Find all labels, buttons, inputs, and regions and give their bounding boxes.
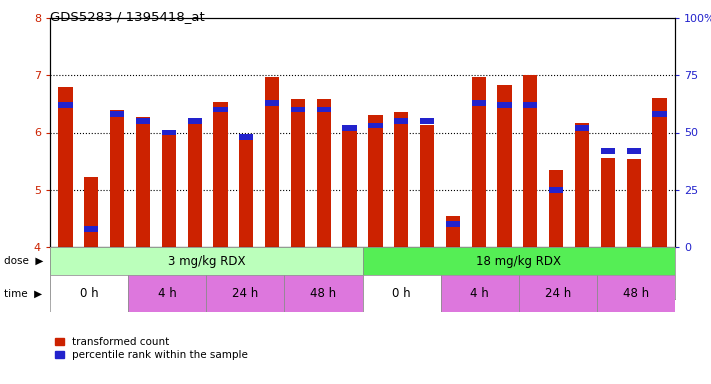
Bar [58,87,73,247]
Bar [284,275,363,312]
Bar [343,125,357,131]
Text: 3 mg/kg RDX: 3 mg/kg RDX [168,255,245,268]
Bar [523,102,538,108]
Bar [291,99,305,247]
Bar [161,135,176,247]
Bar [58,102,73,108]
Bar [471,100,486,106]
Bar [394,118,408,124]
Bar [136,118,150,124]
Bar [213,102,228,247]
Bar [653,98,667,247]
Text: 0 h: 0 h [392,287,411,300]
Bar [441,275,519,312]
Bar [519,275,597,312]
Bar [601,148,615,154]
Bar [136,117,150,247]
Bar [575,123,589,247]
Bar [368,123,383,129]
Bar [239,134,253,140]
Bar [363,247,675,275]
Bar [446,215,460,247]
Bar [523,75,538,247]
Bar [188,118,202,124]
Bar [420,118,434,124]
Bar [368,115,383,247]
Bar [601,158,615,247]
Bar [626,148,641,154]
Text: GDS5283 / 1395418_at: GDS5283 / 1395418_at [50,10,205,23]
Bar [291,107,305,113]
Bar [549,170,563,247]
Text: 48 h: 48 h [311,287,336,300]
Bar [316,99,331,247]
Bar [110,109,124,247]
Bar [471,77,486,247]
Bar [549,187,563,193]
Bar [206,275,284,312]
Bar [316,107,331,113]
Bar [188,119,202,247]
Bar [265,77,279,247]
Text: 18 mg/kg RDX: 18 mg/kg RDX [476,255,561,268]
Bar [446,221,460,227]
Bar [84,226,98,232]
Bar [161,130,176,136]
Bar [343,125,357,247]
Text: 4 h: 4 h [470,287,489,300]
Text: 48 h: 48 h [623,287,649,300]
Bar [420,125,434,247]
Bar [84,177,98,247]
Legend: transformed count, percentile rank within the sample: transformed count, percentile rank withi… [55,337,247,360]
Text: 24 h: 24 h [545,287,571,300]
Text: dose  ▶: dose ▶ [4,256,43,266]
Bar [498,102,512,108]
Text: 4 h: 4 h [158,287,176,300]
Bar [265,100,279,106]
Bar [498,85,512,247]
Bar [50,275,128,312]
Bar [213,107,228,113]
Bar [394,113,408,247]
Bar [575,125,589,131]
Text: 0 h: 0 h [80,287,98,300]
Bar [128,275,206,312]
Bar [626,159,641,247]
Bar [597,275,675,312]
Text: 24 h: 24 h [232,287,258,300]
Bar [110,111,124,117]
Bar [363,275,441,312]
Text: time  ▶: time ▶ [4,288,42,298]
Bar [50,247,363,275]
Bar [239,134,253,247]
Bar [653,111,667,117]
